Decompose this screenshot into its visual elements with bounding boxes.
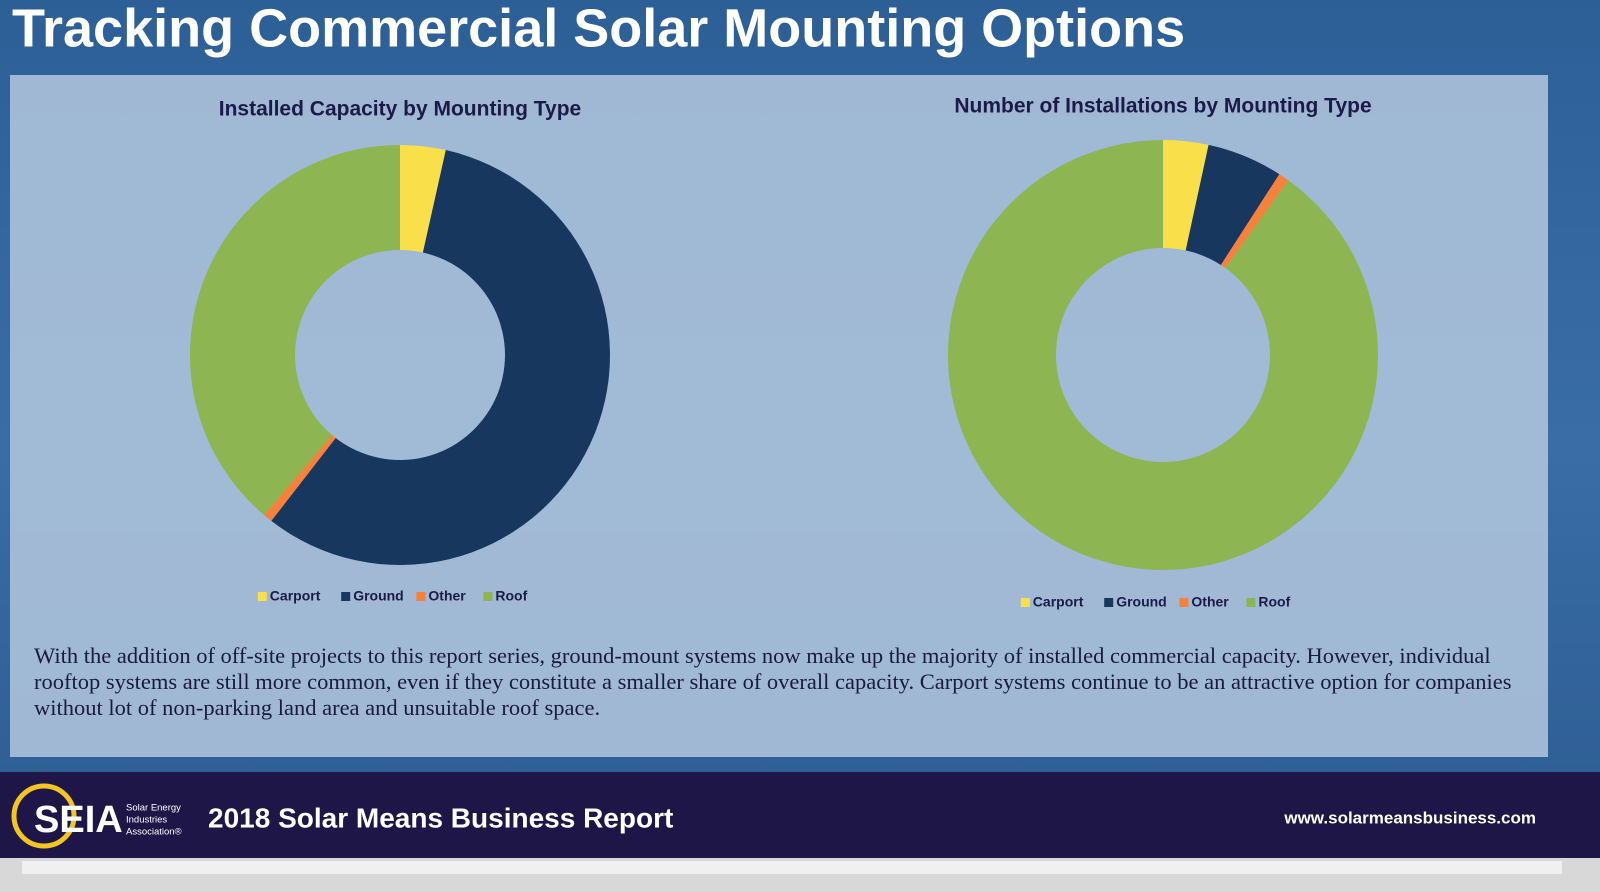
donut-segment [264, 435, 336, 521]
scroll-thumb[interactable] [22, 861, 1562, 874]
legend-swatch [1246, 598, 1256, 607]
legend-label: Other [1191, 594, 1229, 610]
chart-title: Number of Installations by Mounting Type [954, 95, 1371, 118]
page-title: Tracking Commercial Solar Mounting Optio… [12, 0, 1185, 58]
legend-swatch [1020, 598, 1030, 607]
legend-swatch [341, 592, 351, 601]
donut-segment [947, 140, 1378, 571]
legend-label: Roof [1258, 594, 1290, 610]
logo-line: Solar Energy [126, 803, 181, 814]
report-title: 2018 Solar Means Business Report [208, 802, 673, 833]
body-text: With the addition of off-site projects t… [34, 643, 1512, 720]
logo-text: SEIA [34, 799, 123, 841]
footer-url[interactable]: www.solarmeansbusiness.com [1283, 808, 1536, 827]
logo-ring [11, 783, 77, 849]
donut-segment [1163, 140, 1209, 251]
legend-swatch [416, 592, 426, 601]
chart-title: Installed Capacity by Mounting Type [219, 98, 582, 121]
donut-segment [400, 145, 446, 253]
logo-line: Association® [126, 827, 182, 838]
legend-label: Carport [1033, 594, 1084, 610]
legend-label: Roof [495, 588, 527, 604]
legend-swatch [1179, 598, 1189, 607]
logo-line: Industries [126, 815, 167, 826]
donut-segment [190, 145, 400, 516]
donut-segment [1185, 144, 1280, 266]
legend-label: Ground [1116, 594, 1167, 610]
legend-label: Other [428, 588, 466, 604]
legend-swatch [483, 592, 493, 601]
legend-swatch [1104, 598, 1114, 607]
legend-swatch [257, 592, 267, 601]
legend-label: Carport [270, 588, 321, 604]
footer-bar [0, 772, 1600, 858]
donut-segment [1220, 174, 1289, 269]
legend-label: Ground [353, 588, 404, 604]
donut-segment [271, 150, 610, 566]
